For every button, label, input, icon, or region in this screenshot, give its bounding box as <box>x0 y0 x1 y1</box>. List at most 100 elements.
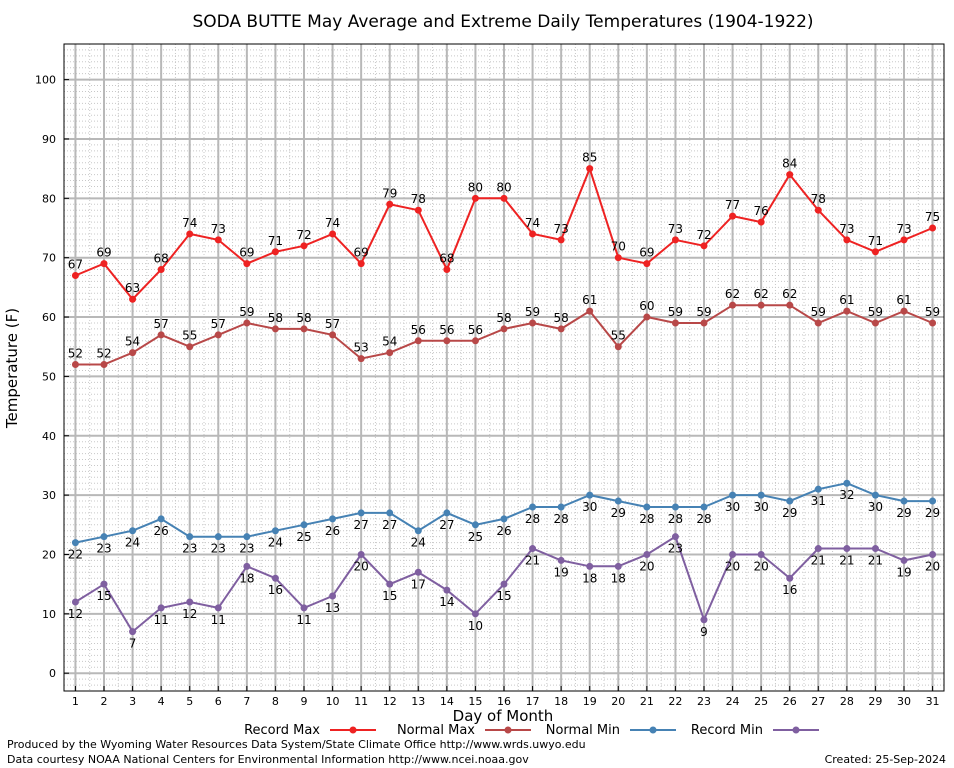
data-point <box>529 545 537 553</box>
data-point <box>557 236 565 244</box>
data-point <box>671 319 679 327</box>
data-point <box>471 521 479 529</box>
data-label: 30 <box>754 500 769 514</box>
legend-item: Record Max <box>244 723 376 738</box>
x-tick-label: 14 <box>440 695 454 708</box>
y-tick-label: 50 <box>42 370 56 383</box>
x-tick-label: 17 <box>526 695 540 708</box>
x-tick-label: 22 <box>668 695 682 708</box>
data-point <box>871 248 879 256</box>
data-point <box>900 497 908 505</box>
data-point <box>757 218 765 226</box>
data-label: 56 <box>439 323 454 337</box>
x-tick-label: 26 <box>783 695 797 708</box>
data-point <box>300 325 308 333</box>
data-label: 20 <box>925 559 940 573</box>
x-tick-label: 1 <box>72 695 79 708</box>
data-label: 80 <box>496 180 511 194</box>
data-label: 59 <box>668 305 683 319</box>
data-label: 59 <box>868 305 883 319</box>
data-point <box>671 236 679 244</box>
data-label: 23 <box>668 542 683 556</box>
data-label: 20 <box>354 559 369 573</box>
data-point <box>757 301 765 309</box>
data-label: 63 <box>125 281 140 295</box>
legend-label: Record Min <box>691 723 763 738</box>
data-label: 28 <box>668 512 683 526</box>
data-point <box>443 337 451 345</box>
data-label: 84 <box>782 157 797 171</box>
data-point <box>414 527 422 535</box>
data-label: 29 <box>782 506 797 520</box>
data-point <box>129 628 137 636</box>
data-label: 16 <box>268 583 283 597</box>
data-label: 73 <box>554 222 569 236</box>
data-point <box>414 337 422 345</box>
data-label: 22 <box>68 548 83 562</box>
data-label: 71 <box>268 234 283 248</box>
series-normal-min: 22 23 24 26 23 23 23 24 25 26 27 27 24 27 25 26 28 28 30 29… <box>68 479 940 562</box>
data-label: 26 <box>154 524 169 538</box>
data-point <box>329 515 337 523</box>
data-point <box>586 491 594 499</box>
y-tick-label: 60 <box>42 311 56 324</box>
x-tick-label: 6 <box>215 695 222 708</box>
footer-data-courtesy: Data courtesy NOAA National Centers for … <box>7 753 529 766</box>
data-label: 62 <box>754 287 769 301</box>
data-label: 69 <box>239 246 254 260</box>
data-label: 58 <box>268 311 283 325</box>
data-label: 54 <box>125 335 140 349</box>
data-label: 19 <box>554 565 569 579</box>
data-label: 21 <box>525 554 540 568</box>
data-label: 61 <box>582 293 597 307</box>
data-point <box>614 343 622 351</box>
legend-label: Normal Max <box>397 723 475 738</box>
x-tick-label: 30 <box>897 695 911 708</box>
y-tick-label: 100 <box>35 74 56 87</box>
data-point <box>100 361 108 369</box>
data-point <box>129 527 137 535</box>
data-point <box>129 349 137 357</box>
data-label: 13 <box>325 601 340 615</box>
data-label: 55 <box>182 329 197 343</box>
data-label: 80 <box>468 180 483 194</box>
data-label: 57 <box>211 317 226 331</box>
data-point <box>157 515 165 523</box>
data-label: 58 <box>554 311 569 325</box>
data-label: 27 <box>382 518 397 532</box>
data-label: 68 <box>439 252 454 266</box>
x-tick-label: 19 <box>583 695 597 708</box>
data-point <box>671 533 679 541</box>
data-label: 15 <box>496 589 511 603</box>
data-label: 24 <box>125 536 140 550</box>
data-label: 58 <box>296 311 311 325</box>
data-point <box>843 236 851 244</box>
data-label: 17 <box>411 577 426 591</box>
data-point <box>243 260 251 268</box>
data-label: 59 <box>239 305 254 319</box>
data-label: 68 <box>154 252 169 266</box>
data-point <box>871 545 879 553</box>
data-label: 16 <box>782 583 797 597</box>
data-label: 12 <box>68 607 83 621</box>
data-point <box>814 545 822 553</box>
data-label: 29 <box>611 506 626 520</box>
data-point <box>71 361 79 369</box>
series-record-min: 12 15 7 11 12 11 18 16 11 13 20 15 17 14 10 15 21 19 18 18 2… <box>68 533 940 651</box>
data-point <box>814 206 822 214</box>
x-tick-label: 25 <box>754 695 768 708</box>
data-point <box>329 230 337 238</box>
data-point <box>157 266 165 274</box>
data-point <box>386 580 394 588</box>
data-point <box>557 556 565 564</box>
data-label: 18 <box>239 571 254 585</box>
data-label: 78 <box>411 192 426 206</box>
data-label: 70 <box>611 240 626 254</box>
data-label: 24 <box>268 536 283 550</box>
data-label: 21 <box>839 554 854 568</box>
data-label: 72 <box>696 228 711 242</box>
data-label: 74 <box>325 216 340 230</box>
data-point <box>186 343 194 351</box>
data-point <box>843 545 851 553</box>
